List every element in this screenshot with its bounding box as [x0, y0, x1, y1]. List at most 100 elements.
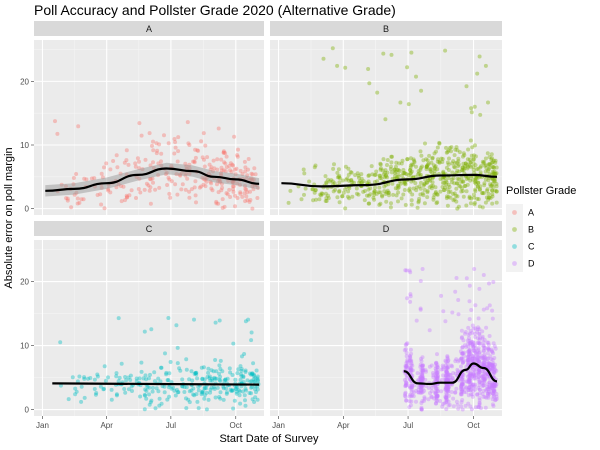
data-point	[251, 377, 256, 382]
data-point	[445, 377, 450, 382]
data-point	[485, 188, 489, 193]
data-point	[458, 387, 463, 392]
data-point	[214, 199, 219, 204]
data-point	[459, 383, 464, 388]
data-point	[447, 156, 451, 161]
data-point	[476, 370, 481, 375]
data-point	[460, 381, 465, 385]
data-point	[484, 166, 489, 171]
data-point	[326, 196, 331, 201]
data-point	[490, 382, 495, 387]
data-point	[143, 157, 148, 162]
data-point	[359, 176, 364, 181]
data-point	[336, 167, 341, 172]
facet-panel-b: B	[270, 21, 502, 215]
data-point	[182, 390, 187, 394]
data-point	[493, 381, 498, 386]
data-point	[482, 352, 487, 357]
data-point	[482, 377, 487, 381]
data-point	[411, 390, 416, 395]
data-point	[250, 397, 255, 402]
data-point	[433, 386, 438, 391]
data-point	[232, 134, 237, 139]
data-point	[481, 388, 486, 393]
data-point	[199, 365, 204, 370]
data-point	[459, 392, 464, 397]
data-point	[200, 377, 205, 382]
data-point	[439, 367, 444, 372]
data-point	[221, 150, 226, 155]
data-point	[445, 160, 450, 165]
data-point	[490, 366, 495, 370]
data-point	[458, 349, 463, 354]
data-point	[378, 174, 383, 178]
data-point	[487, 384, 492, 389]
data-point	[470, 385, 475, 390]
data-point	[311, 198, 316, 203]
data-point	[446, 378, 450, 383]
data-point	[175, 345, 180, 350]
data-point	[440, 160, 445, 164]
data-point	[474, 176, 479, 181]
data-point	[343, 206, 348, 211]
data-point	[479, 374, 484, 379]
data-point	[465, 162, 470, 167]
data-point	[241, 374, 246, 379]
data-point	[477, 391, 482, 396]
data-point	[231, 406, 236, 411]
data-point	[208, 387, 213, 392]
data-point	[467, 348, 472, 353]
data-point	[126, 387, 131, 392]
data-point	[478, 165, 483, 170]
data-point	[249, 171, 254, 176]
data-point	[487, 380, 492, 385]
data-point	[210, 376, 215, 381]
data-point	[201, 365, 206, 370]
data-point	[444, 180, 449, 185]
data-point	[444, 393, 449, 397]
data-point	[233, 377, 238, 382]
data-point	[119, 361, 124, 366]
data-point	[419, 88, 424, 93]
data-point	[248, 189, 253, 194]
data-point	[487, 161, 492, 166]
data-point	[446, 377, 451, 382]
data-point	[492, 365, 497, 369]
data-point	[445, 389, 450, 394]
data-point	[405, 358, 410, 362]
data-point	[203, 143, 208, 148]
data-point	[393, 169, 398, 174]
data-point	[449, 145, 454, 150]
data-point	[459, 390, 464, 395]
data-point	[387, 193, 391, 198]
data-point	[372, 173, 377, 178]
data-point	[494, 184, 499, 189]
data-point	[409, 394, 414, 399]
data-point	[385, 175, 390, 180]
data-point	[477, 396, 482, 400]
data-point	[431, 375, 436, 380]
data-point	[403, 180, 408, 185]
data-point	[209, 181, 214, 186]
data-point	[490, 363, 495, 368]
data-point	[462, 164, 467, 169]
data-point	[487, 390, 492, 395]
data-point	[175, 192, 180, 197]
data-point	[434, 368, 438, 373]
data-point	[362, 198, 367, 203]
data-point	[483, 357, 487, 362]
data-point	[487, 281, 491, 286]
data-point	[378, 162, 383, 167]
data-point	[481, 374, 486, 379]
data-point	[470, 392, 475, 397]
data-point	[186, 141, 191, 146]
data-point	[404, 350, 409, 355]
data-point	[405, 361, 410, 366]
data-point	[482, 377, 487, 382]
data-point	[349, 178, 354, 183]
data-point	[403, 363, 408, 368]
data-point	[320, 191, 325, 196]
data-point	[142, 187, 147, 192]
data-point	[458, 377, 463, 382]
data-point	[414, 388, 418, 393]
